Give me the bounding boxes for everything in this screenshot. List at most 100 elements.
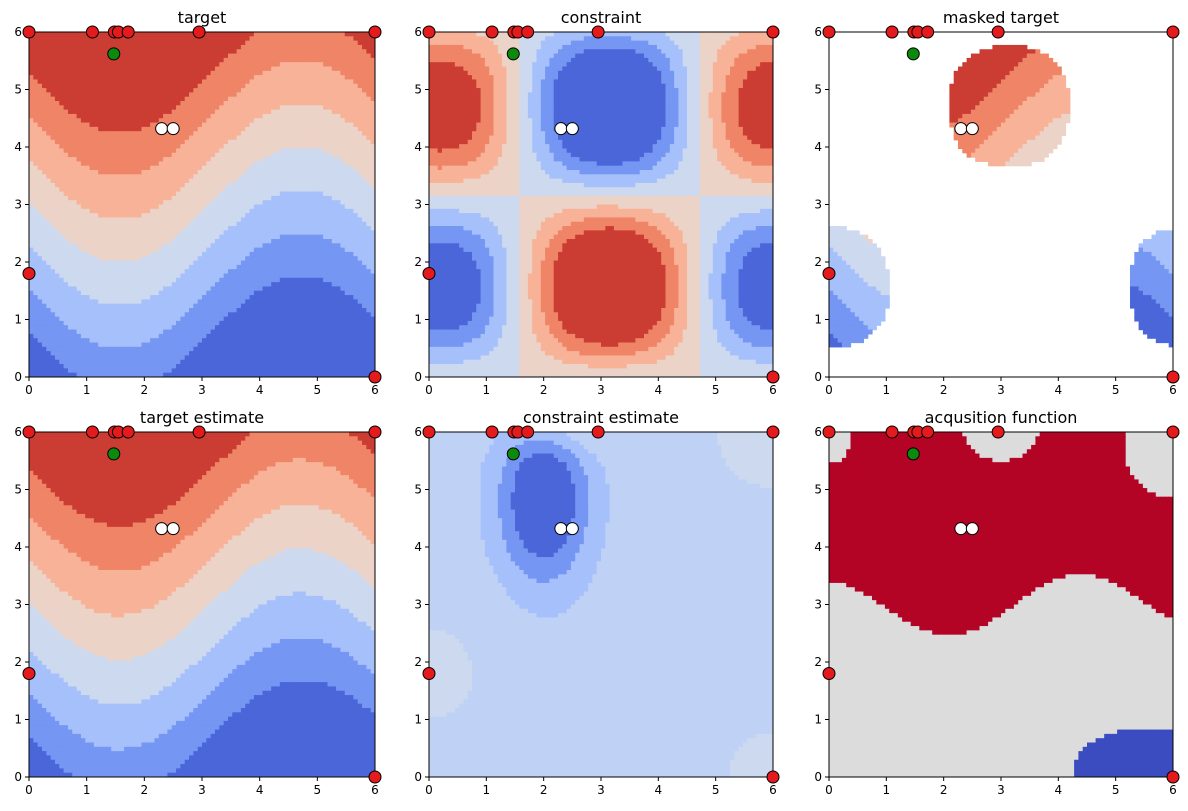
constraint-estimate-contour-fill — [429, 432, 773, 777]
best-point-green — [107, 47, 121, 61]
observation-point-red — [822, 267, 836, 280]
constraint-ytick-label: 6 — [414, 25, 422, 39]
acquisition-function-xtick-label: 6 — [1169, 783, 1177, 797]
observation-point-red — [766, 770, 780, 784]
constraint-xtick-label: 3 — [597, 383, 605, 397]
candidate-point-white — [965, 122, 979, 136]
observation-point-red — [22, 425, 36, 439]
panel-constraint-estimate: 0 1 2 3 4 5 6 0 1 2 3 4 5 6 constraint estimate — [414, 408, 780, 797]
observation-point-red — [192, 425, 206, 439]
constraint-xtick-label: 0 — [425, 383, 433, 397]
constraint-estimate-ytick-label: 2 — [414, 655, 422, 669]
best-point-green — [906, 47, 920, 61]
observation-point-red — [85, 425, 99, 439]
candidate-point-white — [166, 522, 180, 536]
constraint-ytick-label: 1 — [414, 313, 422, 327]
constraint-ytick-label: 5 — [414, 83, 422, 97]
acquisition-function-ytick-label: 3 — [814, 598, 822, 612]
observation-point-red — [485, 25, 499, 39]
observation-point-red — [422, 267, 436, 280]
observation-point-red — [1166, 25, 1180, 39]
masked-target-xtick-label: 1 — [883, 383, 891, 397]
target-observations — [22, 25, 382, 384]
observation-point-red — [485, 425, 499, 439]
masked-target-xtick-label: 4 — [1055, 383, 1063, 397]
observation-point-red — [591, 425, 605, 439]
observation-point-red — [422, 667, 436, 680]
constraint-estimate-observations — [422, 425, 780, 784]
masked-target-ytick-label: 0 — [814, 370, 822, 384]
candidate-point-white — [155, 122, 169, 136]
observation-point-red — [822, 667, 836, 680]
observation-point-red — [192, 25, 206, 39]
observation-point-red — [885, 425, 899, 439]
candidate-point-white — [565, 522, 579, 536]
acquisition-function-observations — [822, 425, 1180, 784]
constraint-contour-fill — [429, 32, 773, 377]
acquisition-function-ytick-label: 6 — [814, 425, 822, 439]
best-point-green — [107, 447, 121, 461]
constraint-ytick-label: 2 — [414, 255, 422, 269]
target-estimate-xtick-label: 3 — [198, 783, 206, 797]
target-ytick-label: 4 — [14, 140, 22, 154]
target-estimate-ytick-label: 2 — [14, 655, 22, 669]
acquisition-function-xtick-label: 3 — [997, 783, 1005, 797]
acquisition-function-xtick-label: 2 — [940, 783, 948, 797]
target-ytick-label: 6 — [14, 25, 22, 39]
candidate-point-white — [166, 122, 180, 136]
observation-point-red — [521, 425, 535, 439]
masked-target-xtick-label: 2 — [940, 383, 948, 397]
target-estimate-ytick-label: 3 — [14, 598, 22, 612]
masked-target-observations — [822, 25, 1180, 384]
best-point-green — [906, 447, 920, 461]
constraint-estimate-xtick-label: 4 — [655, 783, 663, 797]
observation-point-red — [822, 25, 836, 39]
target-xtick-label: 4 — [256, 383, 264, 397]
target-ytick-label: 1 — [14, 313, 22, 327]
observation-point-red — [991, 25, 1005, 39]
masked-target-title: masked target — [943, 8, 1059, 27]
target-estimate-contour-fill — [29, 432, 375, 777]
target-estimate-xtick-label: 1 — [83, 783, 91, 797]
masked-target-contour-fill — [829, 32, 1173, 377]
masked-target-ytick-label: 6 — [814, 25, 822, 39]
target-estimate-ytick-label: 1 — [14, 713, 22, 727]
panel-target: 0 1 2 3 4 5 6 0 1 2 3 4 5 6 target — [14, 8, 382, 397]
constraint-xtick-label: 2 — [540, 383, 548, 397]
masked-target-xtick-label: 0 — [825, 383, 833, 397]
target-ytick-label: 3 — [14, 198, 22, 212]
target-estimate-xtick-label: 0 — [25, 783, 33, 797]
observation-point-red — [368, 25, 382, 39]
constraint-estimate-xtick-label: 6 — [769, 783, 777, 797]
candidate-point-white — [565, 122, 579, 136]
constraint-ytick-label: 0 — [414, 370, 422, 384]
constraint-estimate-ytick-label: 0 — [414, 770, 422, 784]
observation-point-red — [368, 370, 382, 384]
observation-point-red — [422, 425, 436, 439]
observation-point-red — [766, 425, 780, 439]
target-estimate-xtick-label: 4 — [256, 783, 264, 797]
observation-point-red — [921, 425, 935, 439]
candidate-point-white — [155, 522, 169, 536]
acquisition-function-xtick-label: 1 — [883, 783, 891, 797]
observation-point-red — [368, 770, 382, 784]
constraint-estimate-xtick-label: 5 — [712, 783, 720, 797]
target-ytick-label: 0 — [14, 370, 22, 384]
target-estimate-title: target estimate — [140, 408, 264, 427]
constraint-estimate-ytick-label: 1 — [414, 713, 422, 727]
panel-masked-target: 0 1 2 3 4 5 6 0 1 2 3 4 5 6 masked target — [814, 8, 1180, 397]
best-point-green — [506, 47, 520, 61]
constraint-estimate-ytick-label: 3 — [414, 598, 422, 612]
target-title: target — [178, 8, 227, 27]
constraint-xtick-label: 4 — [655, 383, 663, 397]
acquisition-function-xtick-label: 0 — [825, 783, 833, 797]
acquisition-function-ytick-label: 1 — [814, 713, 822, 727]
target-xtick-label: 3 — [198, 383, 206, 397]
constraint-ytick-label: 4 — [414, 140, 422, 154]
target-estimate-observations — [22, 425, 382, 784]
constraint-xtick-label: 1 — [483, 383, 491, 397]
constraint-estimate-xtick-label: 0 — [425, 783, 433, 797]
target-estimate-ytick-label: 0 — [14, 770, 22, 784]
target-estimate-ytick-label: 6 — [14, 425, 22, 439]
